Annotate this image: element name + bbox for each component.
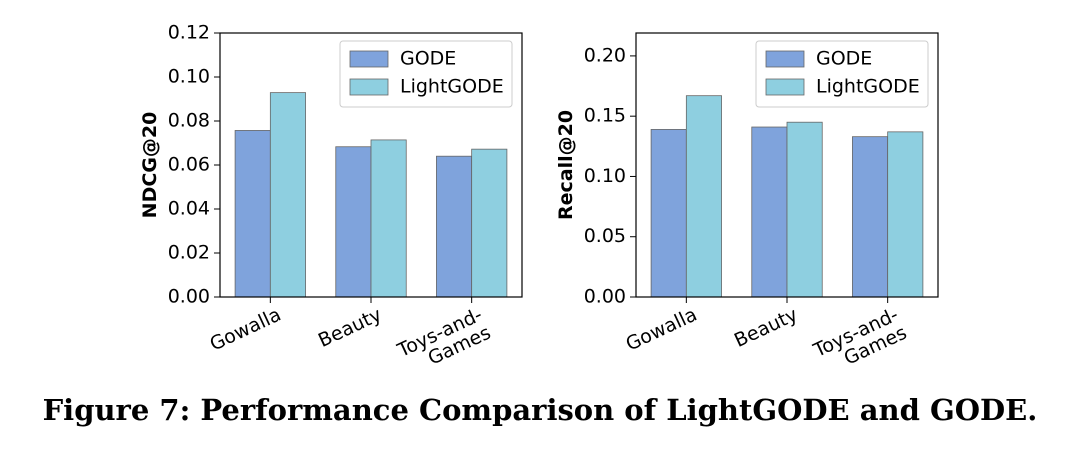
bar [436, 155, 473, 298]
x-tick-label: Beauty [315, 304, 385, 352]
y-tick-label: 0.04 [168, 198, 210, 220]
x-tick-label: Beauty [731, 304, 801, 352]
bar [650, 129, 687, 298]
y-tick-label: 0.00 [584, 286, 626, 308]
y-tick-label: 0.10 [168, 66, 210, 88]
x-tick-label: Toys-and-Games [809, 304, 910, 381]
x-tick-label: Gowalla [207, 304, 285, 356]
bar [685, 95, 722, 298]
y-tick-label: 0.02 [168, 242, 210, 264]
y-tick-label: 0.08 [168, 110, 210, 132]
legend-swatch [349, 78, 389, 96]
y-tick-label: 0.15 [584, 105, 626, 127]
bar [786, 121, 823, 298]
legend-label: LightGODE [400, 76, 504, 98]
bar [269, 92, 306, 298]
legend-label: GODE [816, 48, 872, 70]
bar [335, 146, 372, 298]
x-tick-label: Toys-and-Games [393, 304, 494, 381]
y-axis-label: NDCG@20 [139, 112, 161, 219]
y-tick-label: 0.06 [168, 154, 210, 176]
y-axis-label: Recall@20 [555, 110, 577, 220]
legend-label: GODE [400, 48, 456, 70]
y-tick-label: 0.10 [584, 165, 626, 187]
bar [234, 130, 271, 298]
bar [887, 131, 924, 298]
bar [751, 126, 788, 298]
legend-swatch [349, 50, 389, 68]
y-tick-label: 0.00 [168, 286, 210, 308]
legend-label: LightGODE [816, 76, 920, 98]
y-tick-label: 0.20 [584, 44, 626, 66]
bar [471, 148, 508, 298]
legend-swatch [765, 50, 805, 68]
legend-swatch [765, 78, 805, 96]
axes-frame [635, 32, 939, 298]
bar [852, 136, 889, 298]
x-tick-label: Gowalla [623, 304, 701, 356]
axes-frame [219, 32, 523, 298]
y-tick-label: 0.05 [584, 225, 626, 247]
bar [370, 139, 407, 298]
y-tick-label: 0.12 [168, 22, 210, 44]
caption: Figure 7: Performance Comparison of Ligh… [43, 393, 1038, 427]
